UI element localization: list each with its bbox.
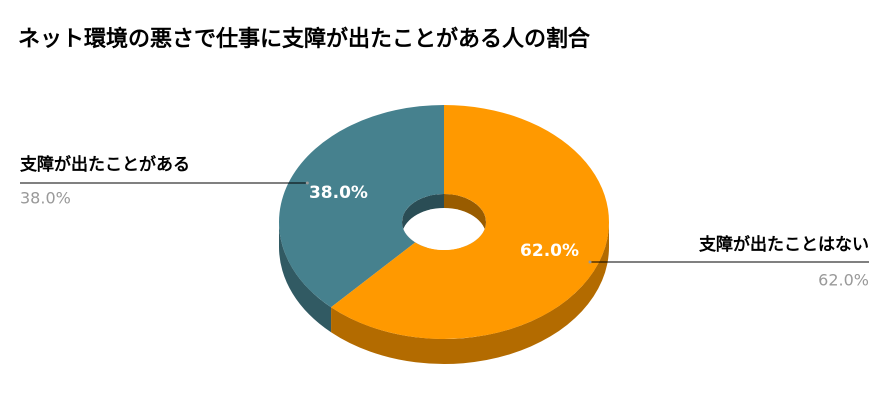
slice	[331, 105, 609, 339]
legend-label: 支障が出たことがある	[20, 154, 190, 175]
hole-floor	[402, 208, 486, 250]
slice	[278, 105, 444, 308]
slice-value-label: 38.0%	[309, 183, 368, 203]
slice-side	[331, 222, 609, 365]
legend-label: 支障が出たことはない	[699, 234, 869, 255]
chart-title: ネット環境の悪さで仕事に支障が出たことがある人の割合	[18, 26, 591, 52]
leader-dot	[588, 260, 592, 264]
slice-side	[279, 222, 332, 333]
leader-dot	[305, 181, 309, 185]
legend-value: 62.0%	[818, 271, 869, 290]
legend-value: 38.0%	[20, 189, 71, 208]
slice-value-label: 62.0%	[520, 241, 579, 261]
